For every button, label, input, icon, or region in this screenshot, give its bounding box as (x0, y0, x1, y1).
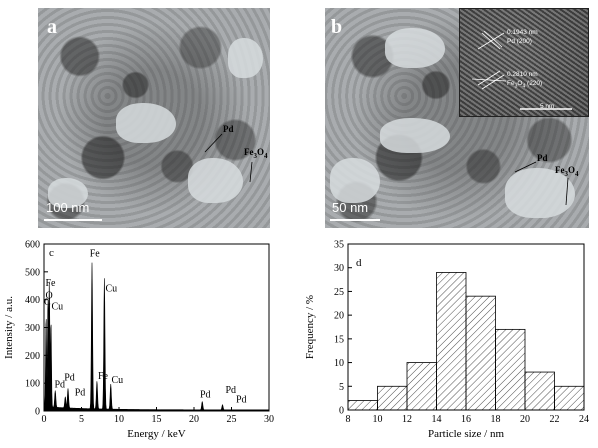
y-tick-label: 35 (334, 240, 344, 251)
scale-bar-label-b: 50 nm (332, 200, 369, 215)
y-tick-label: 20 (334, 311, 344, 322)
x-tick-label: 18 (491, 414, 501, 425)
histogram-bar (554, 385, 585, 411)
histogram-bar (377, 385, 408, 411)
peak-label: Fe (46, 278, 57, 289)
y-tick-label: 0 (339, 406, 344, 417)
x-tick-label: 10 (114, 414, 124, 425)
x-tick-label: 20 (520, 414, 530, 425)
histogram-bar (465, 295, 496, 411)
scale-bar-b (330, 219, 380, 221)
tem-image-a (38, 8, 270, 228)
particle-size-histogram: 8 10 12 14 16 18 20 22 24 0 5 10 15 20 25 30 35 Particle … (304, 240, 589, 441)
x-tick-label: 8 (346, 414, 351, 425)
inset-fe-spacing: 0.2810 nm (507, 71, 538, 78)
histogram-bar (436, 272, 467, 411)
peak-label: Cu (52, 301, 64, 312)
y-tick-label: 10 (334, 358, 344, 369)
y-tick-label: 200 (25, 351, 40, 362)
y-tick-label: 0 (35, 407, 40, 418)
y-axis-label: Frequency / % (304, 295, 316, 359)
label-pd-a: Pd (223, 124, 234, 134)
x-tick-label: 12 (402, 414, 412, 425)
peak-label: O (46, 290, 53, 301)
y-axis-label: Intensity / a.u. (3, 296, 15, 359)
background-gap (116, 103, 176, 143)
label-fe3o4-b: Fe3O4 (555, 165, 579, 178)
x-tick-label: 10 (373, 414, 383, 425)
y-tick-label: 600 (25, 240, 40, 251)
background-gap (188, 158, 243, 203)
peak-label: Pd (75, 388, 86, 399)
inset-scale-label: 5 nm (540, 103, 555, 110)
x-tick-label: 15 (152, 414, 162, 425)
panel-letter-a: a (47, 16, 57, 38)
histogram-bar (347, 400, 378, 411)
x-tick-label: 5 (79, 414, 84, 425)
histogram-bar (495, 328, 526, 411)
inset-pd-plane: Pd (200) (507, 38, 532, 45)
peak-label: Pd (236, 395, 247, 406)
background-gap (228, 38, 263, 78)
x-tick-label: 25 (227, 414, 237, 425)
y-tick-label: 400 (25, 295, 40, 306)
peak-label: Pd (226, 385, 237, 396)
inset-markers (471, 30, 572, 110)
label-fe3o4-a: Fe3O4 (244, 147, 268, 160)
background-gap (385, 28, 445, 68)
y-tick-label: 25 (334, 287, 344, 298)
y-tick-label: 15 (334, 334, 344, 345)
x-axis-label: Energy / keV (127, 428, 186, 440)
panel-letter-b: b (331, 16, 343, 38)
peak-label: Fe (90, 249, 101, 260)
y-tick-label: 300 (25, 323, 40, 334)
x-axis-label: Particle size / nm (428, 428, 505, 440)
x-tick-label: 30 (264, 414, 274, 425)
lattice-fringes (460, 9, 588, 116)
peak-label: Cu (106, 283, 118, 294)
panel-letter-c: c (49, 247, 54, 259)
x-tick-label: 0 (42, 414, 47, 425)
peak-label: Pd (55, 379, 66, 390)
y-tick-label: 5 (339, 382, 344, 393)
peak-label: Fe (98, 371, 109, 382)
background-gap (505, 168, 575, 218)
inset-pd-spacing: 0.1943 nm (507, 29, 538, 36)
label-pd-b: Pd (537, 153, 548, 163)
histogram-bar (406, 362, 437, 411)
x-tick-label: 22 (550, 414, 560, 425)
panel-letter-d: d (356, 257, 362, 269)
x-tick-label: 14 (432, 414, 442, 425)
peak-label: Cu (112, 375, 124, 386)
x-tick-label: 20 (189, 414, 199, 425)
hrtem-inset: 0.1943 nm Pd (200) 0.2810 nm Fe3O4 (220)… (459, 8, 589, 117)
peak-label: Pd (64, 372, 75, 383)
y-tick-label: 30 (334, 263, 344, 274)
histogram-bar (524, 371, 555, 411)
scale-bar-a (44, 219, 102, 221)
y-tick-label: 500 (25, 267, 40, 278)
peak-label: C (44, 297, 51, 308)
background-gap (48, 178, 88, 208)
x-tick-label: 24 (579, 414, 589, 425)
inset-fe-plane: Fe3O4 (220) (507, 80, 543, 90)
x-tick-label: 16 (461, 414, 471, 425)
scale-bar-label-a: 100 nm (46, 200, 90, 215)
y-tick-label: 100 (25, 379, 40, 390)
background-gap (380, 118, 450, 153)
background-gap (330, 158, 380, 203)
peak-label: Pd (200, 390, 211, 401)
